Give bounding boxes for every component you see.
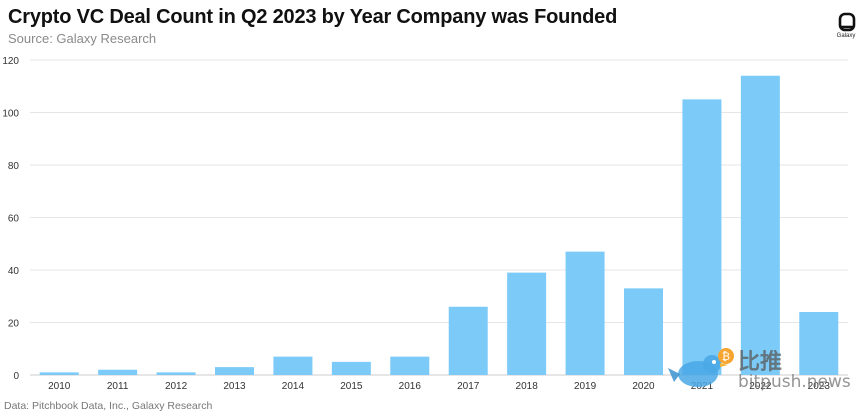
y-tick-label: 40 (8, 266, 20, 277)
bar (507, 272, 547, 375)
bar (624, 288, 663, 375)
x-tick-label: 2015 (340, 381, 363, 392)
bar (215, 367, 254, 375)
x-tick-label: 2012 (165, 381, 188, 392)
bar (156, 372, 196, 375)
logo-label: Galaxy (836, 33, 856, 39)
chart-subtitle: Source: Galaxy Research (8, 31, 157, 46)
x-tick-label: 2022 (749, 381, 772, 392)
bar (682, 99, 722, 375)
bar (273, 356, 313, 375)
x-tick-label: 2023 (808, 381, 831, 392)
x-tick-label: 2014 (282, 381, 305, 392)
bar (565, 251, 605, 375)
x-tick-label: 2018 (516, 381, 539, 392)
bar (331, 361, 371, 375)
chart-title: Crypto VC Deal Count in Q2 2023 by Year … (8, 6, 618, 28)
bar (448, 306, 488, 375)
svg-text:₿: ₿ (722, 350, 730, 363)
x-tick-label: 2013 (223, 381, 246, 392)
watermark-en: bitpush.news (738, 372, 851, 392)
bar (98, 369, 138, 375)
x-tick-label: 2011 (107, 381, 129, 392)
y-tick-label: 100 (2, 109, 19, 120)
data-source-note: Data: Pitchbook Data, Inc., Galaxy Resea… (4, 400, 213, 412)
bird-icon: ₿ (668, 348, 734, 387)
x-tick-label: 2016 (399, 381, 422, 392)
watermark-cn: 比推 (738, 350, 783, 375)
y-tick-label: 120 (2, 56, 19, 67)
x-tick-label: 2010 (48, 381, 71, 392)
galaxy-logo-icon (838, 12, 856, 32)
x-tick-label: 2017 (457, 381, 480, 392)
bar (39, 372, 79, 375)
bar (799, 312, 839, 375)
y-tick-label: 80 (8, 161, 20, 172)
y-tick-label: 0 (13, 371, 19, 382)
bar (740, 75, 780, 375)
x-tick-label: 2019 (574, 381, 597, 392)
y-tick-label: 60 (8, 214, 20, 225)
x-tick-label: 2020 (632, 381, 655, 392)
bar (390, 356, 430, 375)
y-tick-label: 20 (8, 319, 20, 330)
